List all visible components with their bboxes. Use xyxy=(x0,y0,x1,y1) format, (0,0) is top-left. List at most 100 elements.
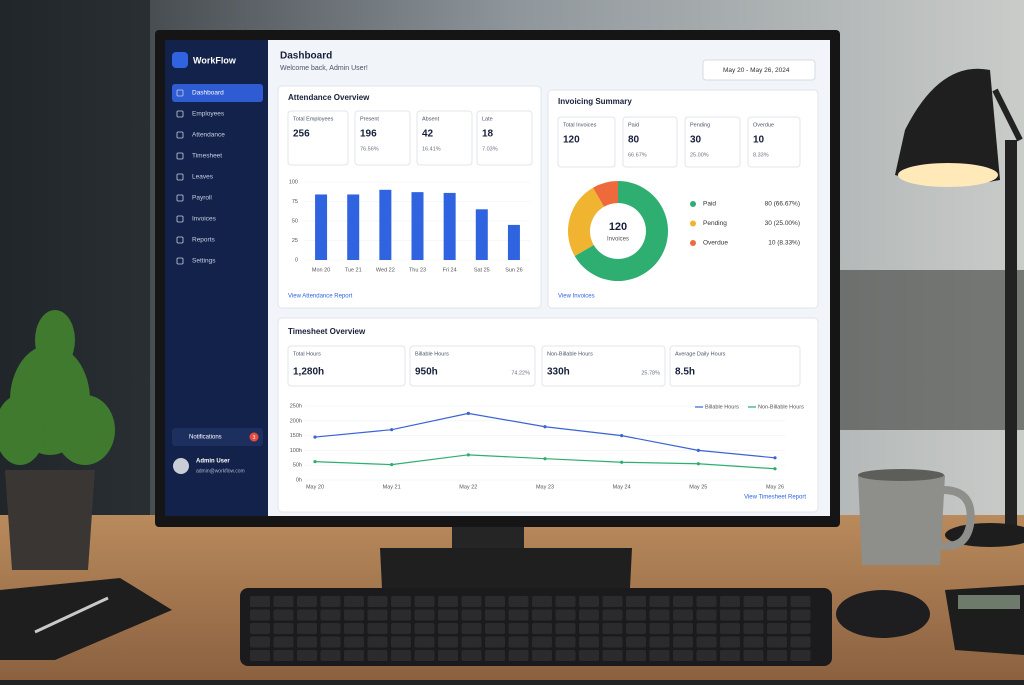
office-desks xyxy=(840,270,1024,430)
menu-item[interactable]: Leaves xyxy=(192,174,214,181)
report-link[interactable]: View Invoices xyxy=(558,294,595,300)
stat-label: Total Employees xyxy=(293,116,334,122)
key xyxy=(320,596,341,607)
menu-icon xyxy=(176,215,184,223)
bar xyxy=(411,192,424,260)
stat-box xyxy=(747,116,801,168)
menu-item[interactable]: Dashboard xyxy=(192,90,224,97)
key xyxy=(297,609,317,621)
stat-value: 950h xyxy=(415,367,438,378)
key xyxy=(602,636,623,648)
key xyxy=(461,596,482,607)
key xyxy=(602,596,623,607)
key xyxy=(320,636,341,648)
stat-label: Pending xyxy=(690,122,710,128)
stat-value: 18 xyxy=(482,129,494,140)
date-range[interactable]: May 20 - May 26, 2024 xyxy=(723,67,790,74)
report-link[interactable]: View Timesheet Report xyxy=(744,495,806,501)
donut-center-label: Invoices xyxy=(607,237,629,243)
menu-icon xyxy=(176,131,184,139)
y-tick-label: 50h xyxy=(293,463,302,469)
menu-item[interactable]: Invoices xyxy=(192,216,217,223)
stat-label: Overdue xyxy=(753,122,774,128)
desk-lamp xyxy=(895,68,1024,547)
key xyxy=(649,636,670,648)
key xyxy=(555,636,576,648)
plant-pot xyxy=(5,470,95,570)
bar xyxy=(475,209,488,260)
key xyxy=(344,609,364,621)
menu-item[interactable]: Reports xyxy=(192,237,216,244)
bar xyxy=(315,194,328,260)
key xyxy=(626,650,646,661)
y-tick-label: 50 xyxy=(292,218,298,224)
key xyxy=(485,596,505,607)
key xyxy=(790,636,811,648)
key xyxy=(391,636,411,648)
key xyxy=(414,609,435,621)
line-point xyxy=(390,463,394,467)
donut-segment xyxy=(593,181,618,207)
stat-box xyxy=(416,110,473,166)
key xyxy=(626,609,646,621)
page-subtitle: Welcome back, Admin User! xyxy=(280,65,368,72)
x-tick-label: Fri 24 xyxy=(443,267,457,273)
menu-icon xyxy=(176,110,184,118)
key xyxy=(414,650,435,661)
report-link[interactable]: View Attendance Report xyxy=(288,294,353,300)
x-tick-label: May 20 xyxy=(306,484,324,490)
menu-item[interactable]: Payroll xyxy=(192,195,212,202)
stat-sub: 16.41% xyxy=(422,146,441,152)
notifications-box[interactable] xyxy=(172,428,263,446)
key xyxy=(532,636,552,648)
stat-box xyxy=(557,116,616,168)
menu-item[interactable]: Settings xyxy=(192,258,216,265)
menu-icon xyxy=(176,257,184,265)
date-picker[interactable] xyxy=(702,59,816,81)
stat-label: Present xyxy=(360,116,379,122)
key xyxy=(673,636,693,648)
legend-dot xyxy=(690,240,696,246)
stat-value: 196 xyxy=(360,129,377,140)
key xyxy=(626,623,646,634)
x-tick-label: May 26 xyxy=(766,484,784,490)
legend-label: Overdue xyxy=(703,240,728,247)
key xyxy=(438,623,458,634)
menu-item[interactable]: Employees xyxy=(192,111,225,118)
brand: WorkFlow xyxy=(193,55,237,65)
menu-item[interactable]: Timesheet xyxy=(192,153,222,160)
key xyxy=(297,596,317,607)
stat-value: 42 xyxy=(422,129,434,140)
keyboard-keys xyxy=(250,596,811,661)
dashboard-screen: WorkFlow 3 Notifications Admin User admi… xyxy=(165,40,830,516)
key xyxy=(602,650,623,661)
stat-box xyxy=(622,116,678,168)
stat-box xyxy=(541,345,666,387)
x-tick-label: Thu 23 xyxy=(409,267,426,273)
notifications-label[interactable]: Notifications xyxy=(189,435,222,441)
line-point xyxy=(696,462,700,466)
x-tick-label: May 25 xyxy=(689,484,707,490)
bar xyxy=(507,224,520,260)
stat-label: Non-Billable Hours xyxy=(547,351,593,357)
key xyxy=(273,650,294,661)
menu-item[interactable]: Attendance xyxy=(192,132,225,139)
active-menu-highlight xyxy=(172,84,263,102)
key xyxy=(485,650,505,661)
key xyxy=(696,650,717,661)
key xyxy=(391,609,411,621)
menu-icon xyxy=(176,194,184,202)
stat-value: 120 xyxy=(563,135,580,146)
stat-sub: 8.33% xyxy=(753,152,769,158)
key xyxy=(767,650,787,661)
key xyxy=(532,596,552,607)
bar xyxy=(347,194,360,260)
key xyxy=(438,636,458,648)
key xyxy=(485,609,505,621)
key xyxy=(461,650,482,661)
key xyxy=(485,636,505,648)
key xyxy=(297,623,317,634)
legend-value: 30 (25.00%) xyxy=(765,220,800,227)
key xyxy=(579,596,599,607)
